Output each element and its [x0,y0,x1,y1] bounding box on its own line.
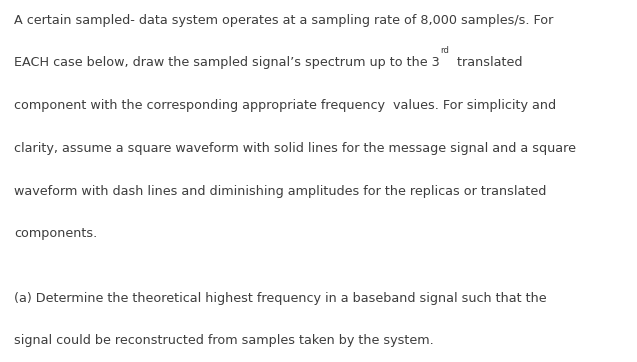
Text: clarity, assume a square waveform with solid lines for the message signal and a : clarity, assume a square waveform with s… [14,142,576,155]
Text: component with the corresponding appropriate frequency  values. For simplicity a: component with the corresponding appropr… [14,99,556,112]
Text: rd: rd [440,46,448,55]
Text: A certain sampled- data system operates at a sampling rate of 8,000 samples/s. F: A certain sampled- data system operates … [14,14,554,27]
Text: (a) Determine the theoretical highest frequency in a baseband signal such that t: (a) Determine the theoretical highest fr… [14,292,547,305]
Text: EACH case below, draw the sampled signal’s spectrum up to the 3: EACH case below, draw the sampled signal… [14,56,440,70]
Text: signal could be reconstructed from samples taken by the system.: signal could be reconstructed from sampl… [14,334,434,348]
Text: translated: translated [448,56,522,70]
Text: waveform with dash lines and diminishing amplitudes for the replicas or translat: waveform with dash lines and diminishing… [14,185,547,198]
Text: components.: components. [14,227,97,240]
Text: rd: rd [440,46,448,55]
